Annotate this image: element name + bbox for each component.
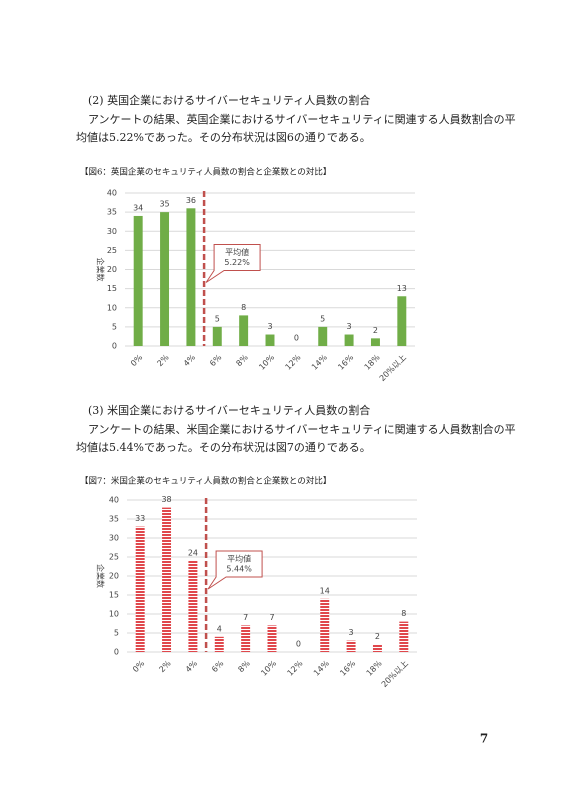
y-tick-label: 5 bbox=[114, 629, 119, 638]
data-label: 35 bbox=[159, 200, 169, 209]
data-label: 14 bbox=[320, 586, 330, 595]
page-number: 7 bbox=[480, 732, 488, 746]
y-tick-label: 5 bbox=[112, 322, 117, 331]
bar bbox=[346, 640, 356, 652]
data-label: 3 bbox=[347, 322, 352, 331]
y-tick-label: 40 bbox=[109, 496, 119, 505]
y-axis-label: 企業数 bbox=[96, 564, 106, 588]
bar bbox=[318, 326, 328, 346]
paragraph-line: アンケートの結果、米国企業におけるサイバーセキュリティに関連する人員数割合の平 bbox=[88, 422, 516, 436]
bar bbox=[214, 636, 224, 652]
heading: (2) 英国企業におけるサイバーセキュリティ人員数の割合 bbox=[88, 93, 370, 107]
bar bbox=[188, 560, 198, 652]
y-tick-label: 25 bbox=[109, 553, 119, 562]
bar bbox=[241, 625, 251, 652]
bar bbox=[239, 315, 249, 346]
data-label: 7 bbox=[243, 613, 248, 622]
bar bbox=[265, 334, 275, 346]
data-label: 5 bbox=[215, 314, 220, 323]
bar bbox=[267, 625, 277, 652]
data-label: 3 bbox=[267, 322, 272, 331]
paragraph-line: 均値は5.22%であった。その分布状況は図6の通りである。 bbox=[76, 130, 371, 144]
bar bbox=[160, 212, 170, 346]
data-label: 7 bbox=[269, 613, 274, 622]
y-tick-label: 40 bbox=[107, 189, 117, 198]
data-label: 2 bbox=[373, 326, 378, 335]
y-tick-label: 35 bbox=[109, 515, 119, 524]
data-label: 38 bbox=[161, 495, 171, 504]
bar bbox=[370, 338, 380, 346]
data-label: 33 bbox=[135, 514, 145, 523]
y-tick-label: 10 bbox=[107, 303, 117, 312]
paragraph-line: 均値は5.44%であった。その分布状況は図7の通りである。 bbox=[76, 440, 371, 454]
annotation: 平均値 bbox=[227, 554, 251, 564]
data-label: 0 bbox=[296, 640, 301, 649]
data-label: 4 bbox=[217, 624, 222, 633]
y-tick-label: 30 bbox=[107, 227, 117, 236]
y-tick-label: 15 bbox=[107, 284, 117, 293]
y-tick-label: 10 bbox=[109, 610, 119, 619]
y-tick-label: 20 bbox=[109, 572, 119, 581]
bar bbox=[344, 334, 354, 346]
bar bbox=[399, 621, 409, 652]
paragraph-line: アンケートの結果、英国企業におけるサイバーセキュリティに関連する人員数割合の平 bbox=[88, 112, 516, 126]
data-label: 5 bbox=[320, 314, 325, 323]
y-tick-label: 15 bbox=[109, 591, 119, 600]
data-label: 8 bbox=[241, 303, 246, 312]
bar bbox=[135, 526, 145, 652]
chart-title: 【図7：米国企業のセキュリティ人員数の割合と企業数との対比】 bbox=[80, 476, 331, 487]
chart-title: 【図6：英国企業のセキュリティ人員数の割合と企業数との対比】 bbox=[80, 167, 331, 178]
callout bbox=[207, 550, 263, 590]
data-label: 0 bbox=[294, 334, 299, 343]
y-tick-label: 0 bbox=[114, 648, 119, 657]
y-tick-label: 20 bbox=[107, 265, 117, 274]
y-tick-label: 0 bbox=[112, 342, 117, 351]
bar bbox=[320, 598, 330, 652]
annotation: 5.22% bbox=[224, 258, 250, 267]
data-label: 2 bbox=[375, 632, 380, 641]
bar bbox=[162, 507, 172, 652]
y-tick-label: 35 bbox=[107, 208, 117, 217]
data-label: 34 bbox=[133, 203, 143, 212]
data-label: 13 bbox=[397, 284, 407, 293]
annotation: 平均値 bbox=[225, 247, 249, 257]
annotation: 5.44% bbox=[226, 565, 252, 574]
data-label: 3 bbox=[349, 628, 354, 637]
data-label: 24 bbox=[188, 548, 198, 557]
y-tick-label: 30 bbox=[109, 534, 119, 543]
bar bbox=[133, 215, 143, 346]
data-label: 8 bbox=[401, 609, 406, 618]
y-axis-label: 企業数 bbox=[96, 258, 106, 282]
bar bbox=[372, 644, 382, 652]
bar bbox=[212, 326, 222, 346]
callout bbox=[205, 244, 261, 283]
y-tick-label: 25 bbox=[107, 246, 117, 255]
data-label: 36 bbox=[186, 196, 196, 205]
bar bbox=[186, 208, 196, 346]
heading: (3) 米国企業におけるサイバーセキュリティ人員数の割合 bbox=[88, 403, 370, 417]
bar bbox=[397, 296, 407, 346]
